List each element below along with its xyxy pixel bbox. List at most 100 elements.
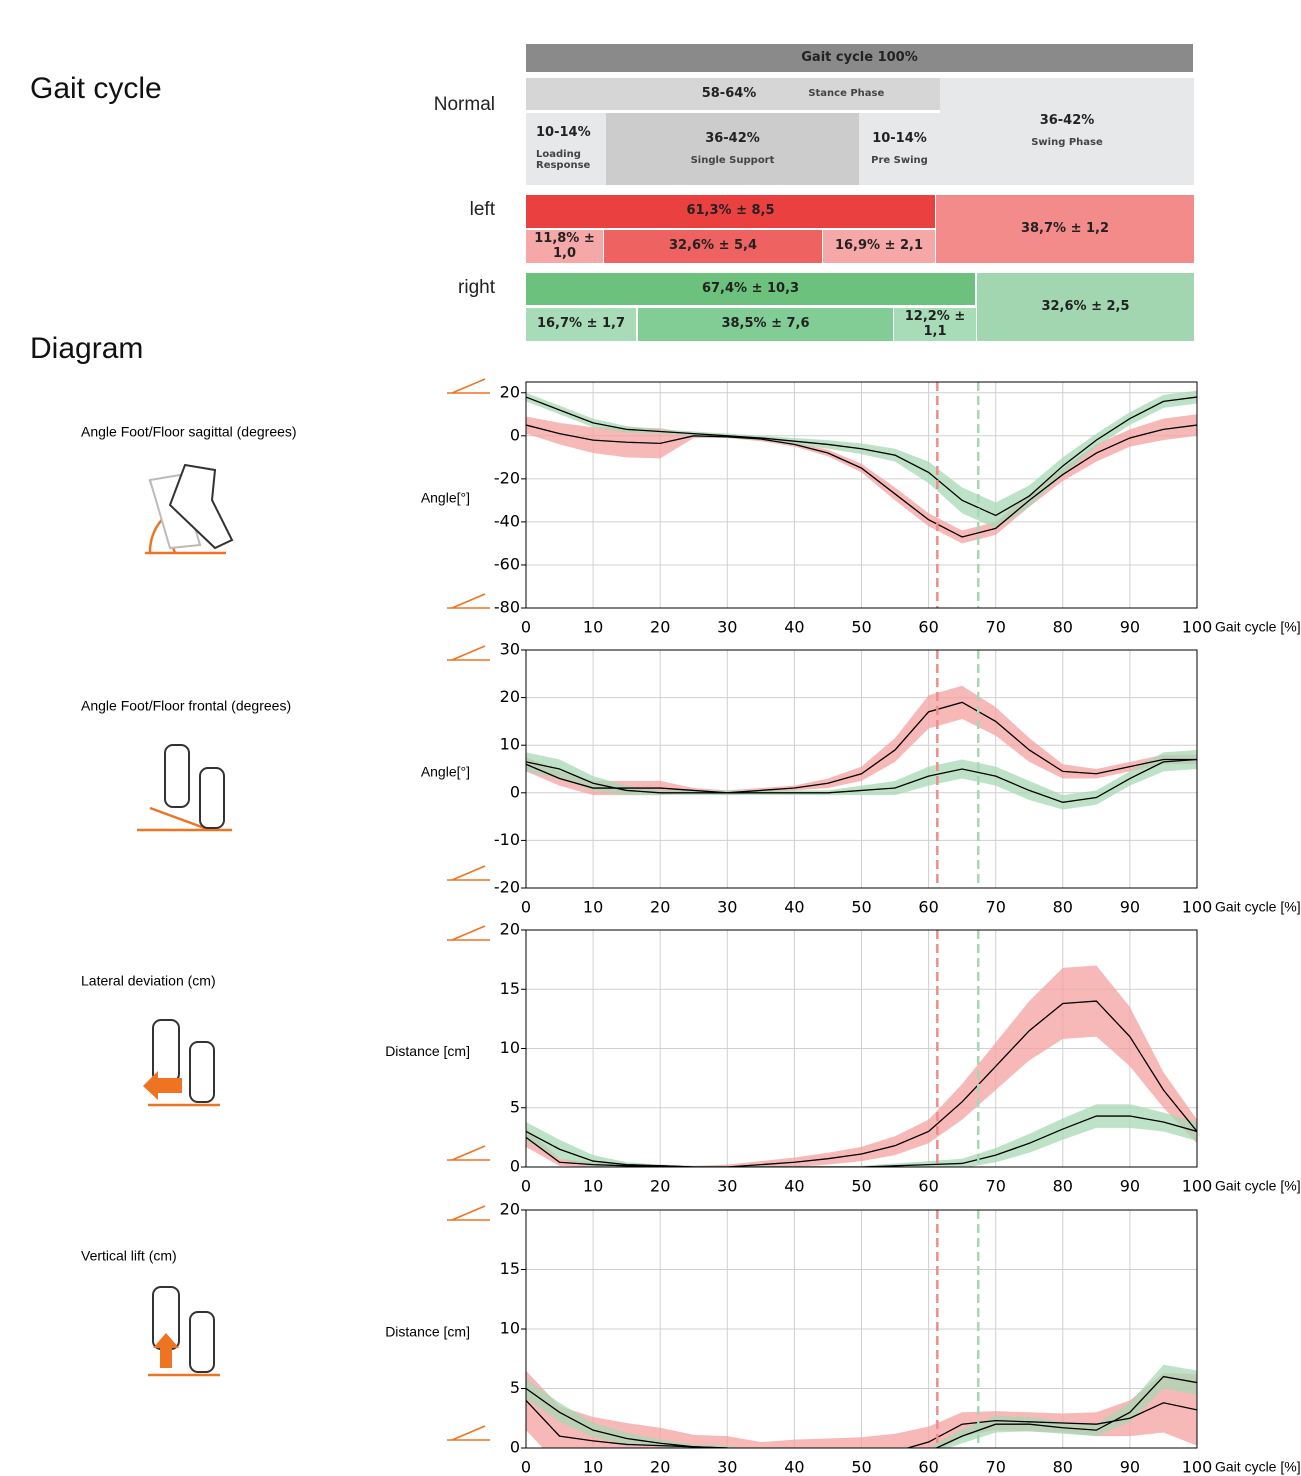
arrow-left xyxy=(143,1071,182,1100)
axis-icon xyxy=(447,865,490,881)
y-tick-label: 20 xyxy=(500,382,520,401)
plot-area xyxy=(526,1364,1197,1448)
shoe xyxy=(168,463,234,550)
phase-name: Pre Swing xyxy=(871,154,928,166)
axis-icon xyxy=(447,1205,490,1221)
y-tick-label: -20 xyxy=(494,468,520,487)
mean-line xyxy=(526,1375,1197,1448)
mean-line xyxy=(526,396,1197,517)
phase-value: 10-14% xyxy=(536,125,591,141)
phase-cell: 16,9% ± 2,1 xyxy=(823,230,935,263)
x-tick-label: 60 xyxy=(918,1177,938,1196)
shoe xyxy=(148,473,202,550)
y-tick-label: -80 xyxy=(494,598,520,617)
chart-label: Vertical lift (cm) xyxy=(81,1248,177,1264)
page-title: Gait cycle xyxy=(30,72,162,105)
y-axis-label: Angle[°] xyxy=(421,490,470,506)
phase-cell: 58-64% Stance Phase xyxy=(526,78,940,110)
chart-label: Angle Foot/Floor frontal (degrees) xyxy=(81,698,291,714)
x-tick-label: 40 xyxy=(784,1177,804,1196)
shoe xyxy=(164,744,190,808)
axis-icon xyxy=(447,378,490,394)
x-tick-label: 100 xyxy=(1182,1177,1213,1196)
x-tick-label: 40 xyxy=(784,618,804,637)
phase-cell: 61,3% ± 8,5 xyxy=(526,195,935,228)
y-tick-label: 0 xyxy=(510,782,520,801)
phase-name: Swing Phase xyxy=(1031,137,1103,149)
mean-line xyxy=(526,1000,1197,1167)
phase-header-text: Gait cycle 100% xyxy=(801,49,918,65)
y-tick-label: 0 xyxy=(510,425,520,444)
mean-line xyxy=(526,1399,1197,1448)
x-tick-label: 30 xyxy=(717,1458,737,1476)
x-tick-label: 30 xyxy=(717,618,737,637)
sd-band xyxy=(526,965,1197,1167)
plot-area xyxy=(526,685,1197,810)
phase-value: 32,6% ± 5,4 xyxy=(668,238,758,254)
x-tick-label: 40 xyxy=(784,898,804,917)
y-tick-label: 5 xyxy=(510,1097,520,1116)
x-tick-label: 60 xyxy=(918,898,938,917)
mean-line xyxy=(526,701,1197,794)
section-title: Diagram xyxy=(30,332,144,365)
x-tick-label: 80 xyxy=(1053,618,1073,637)
phase-cell: 12,2% ± 1,1 xyxy=(894,308,976,341)
phase-value: 36-42% xyxy=(705,130,760,146)
sd-band xyxy=(526,390,1197,529)
arrow-up xyxy=(153,1333,179,1368)
x-tick-label: 10 xyxy=(583,1458,603,1476)
x-tick-label: 0 xyxy=(521,618,531,637)
plot-area xyxy=(526,965,1197,1167)
sd-band xyxy=(526,414,1197,544)
shoe xyxy=(189,1311,215,1373)
axis-icon xyxy=(447,1145,490,1161)
arrows xyxy=(143,1071,182,1368)
axis-icon xyxy=(447,925,490,941)
x-tick-label: 20 xyxy=(650,1177,670,1196)
line-chart: Angle Foot/Floor sagittal (degrees) Angle… xyxy=(81,378,1301,637)
icon-frontal xyxy=(137,806,232,832)
chart-label: Angle Foot/Floor sagittal (degrees) xyxy=(81,424,297,440)
phase-cell: 32,6% ± 2,5 xyxy=(977,273,1194,341)
x-tick-label: 70 xyxy=(986,618,1006,637)
phase-value: 11,8% ± 1,0 xyxy=(534,230,595,261)
phase-cell: 67,4% ± 10,3 xyxy=(526,273,975,305)
axis-icon xyxy=(447,1425,490,1441)
x-tick-label: 90 xyxy=(1120,898,1140,917)
phase-value: 38,5% ± 7,6 xyxy=(721,316,810,332)
row-label: Normal xyxy=(433,94,495,115)
shoe xyxy=(189,1041,215,1103)
plot-frame xyxy=(525,649,1198,889)
plot-frame xyxy=(525,929,1198,1168)
phase-name: Stance Phase xyxy=(808,88,885,100)
phase-name: Loading Response xyxy=(536,148,591,172)
phase-cell: 36-42% Single Support xyxy=(606,113,859,185)
x-tick-label: 80 xyxy=(1053,1458,1073,1476)
x-tick-label: 70 xyxy=(986,1458,1006,1476)
y-tick-label: 15 xyxy=(500,1259,520,1278)
mean-line xyxy=(526,424,1197,538)
x-tick-label: 20 xyxy=(650,898,670,917)
phase-value: 67,4% ± 10,3 xyxy=(701,280,800,296)
x-tick-label: 10 xyxy=(583,1177,603,1196)
x-tick-label: 10 xyxy=(583,898,603,917)
x-tick-label: 70 xyxy=(986,898,1006,917)
y-tick-label: -10 xyxy=(494,830,520,849)
y-tick-label: 0 xyxy=(510,1157,520,1176)
y-tick-label: 20 xyxy=(500,920,520,939)
x-tick-label: 90 xyxy=(1120,618,1140,637)
row-label: left xyxy=(469,199,495,220)
x-tick-label: 80 xyxy=(1053,898,1073,917)
chart-label: Lateral deviation (cm) xyxy=(81,973,216,989)
phase-cell: 32,6% ± 5,4 xyxy=(604,230,822,263)
x-tick-label: 20 xyxy=(650,618,670,637)
phase-cell: 11,8% ± 1,0 xyxy=(526,230,603,263)
x-tick-label: 70 xyxy=(986,1177,1006,1196)
axis-icon xyxy=(447,593,490,609)
phase-cell: 10-14% Loading Response xyxy=(526,113,606,185)
y-tick-label: 15 xyxy=(500,979,520,998)
sd-band xyxy=(526,1104,1197,1167)
x-tick-label: 60 xyxy=(918,1458,938,1476)
